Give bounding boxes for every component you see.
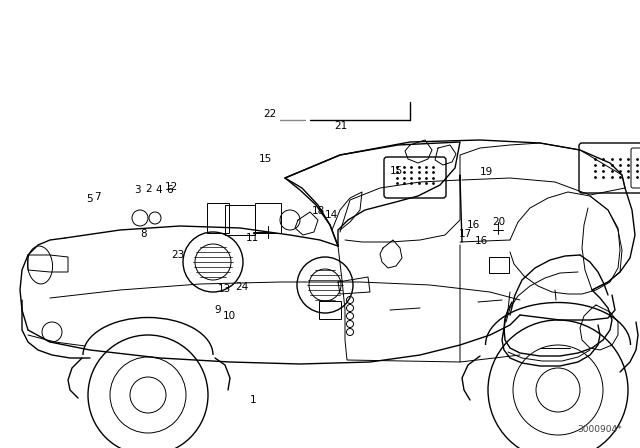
Text: 13: 13 bbox=[218, 284, 230, 294]
Text: 17: 17 bbox=[460, 229, 472, 239]
Text: 23: 23 bbox=[172, 250, 184, 260]
Text: 9: 9 bbox=[214, 305, 221, 315]
Text: 16: 16 bbox=[475, 236, 488, 246]
Text: 10: 10 bbox=[223, 311, 236, 321]
Text: 20: 20 bbox=[493, 217, 506, 227]
Text: 3000904*: 3000904* bbox=[577, 425, 622, 434]
Text: 3: 3 bbox=[134, 185, 141, 195]
Text: 2: 2 bbox=[145, 184, 152, 194]
Text: 19: 19 bbox=[480, 168, 493, 177]
Text: 16: 16 bbox=[467, 220, 480, 230]
Text: 15: 15 bbox=[259, 154, 272, 164]
Text: 12: 12 bbox=[165, 182, 178, 192]
Text: 18: 18 bbox=[312, 206, 325, 215]
Text: 5: 5 bbox=[86, 194, 93, 204]
Text: 11: 11 bbox=[246, 233, 259, 243]
Text: 7: 7 bbox=[94, 192, 100, 202]
Text: 21: 21 bbox=[334, 121, 347, 131]
Text: 15: 15 bbox=[390, 166, 403, 176]
Text: 24: 24 bbox=[236, 282, 248, 292]
Text: 4: 4 bbox=[156, 185, 162, 195]
Text: 22: 22 bbox=[264, 109, 276, 119]
Text: 8: 8 bbox=[141, 229, 147, 239]
Text: 14: 14 bbox=[325, 210, 338, 220]
Text: 6: 6 bbox=[166, 185, 173, 195]
Text: 1: 1 bbox=[250, 395, 256, 405]
